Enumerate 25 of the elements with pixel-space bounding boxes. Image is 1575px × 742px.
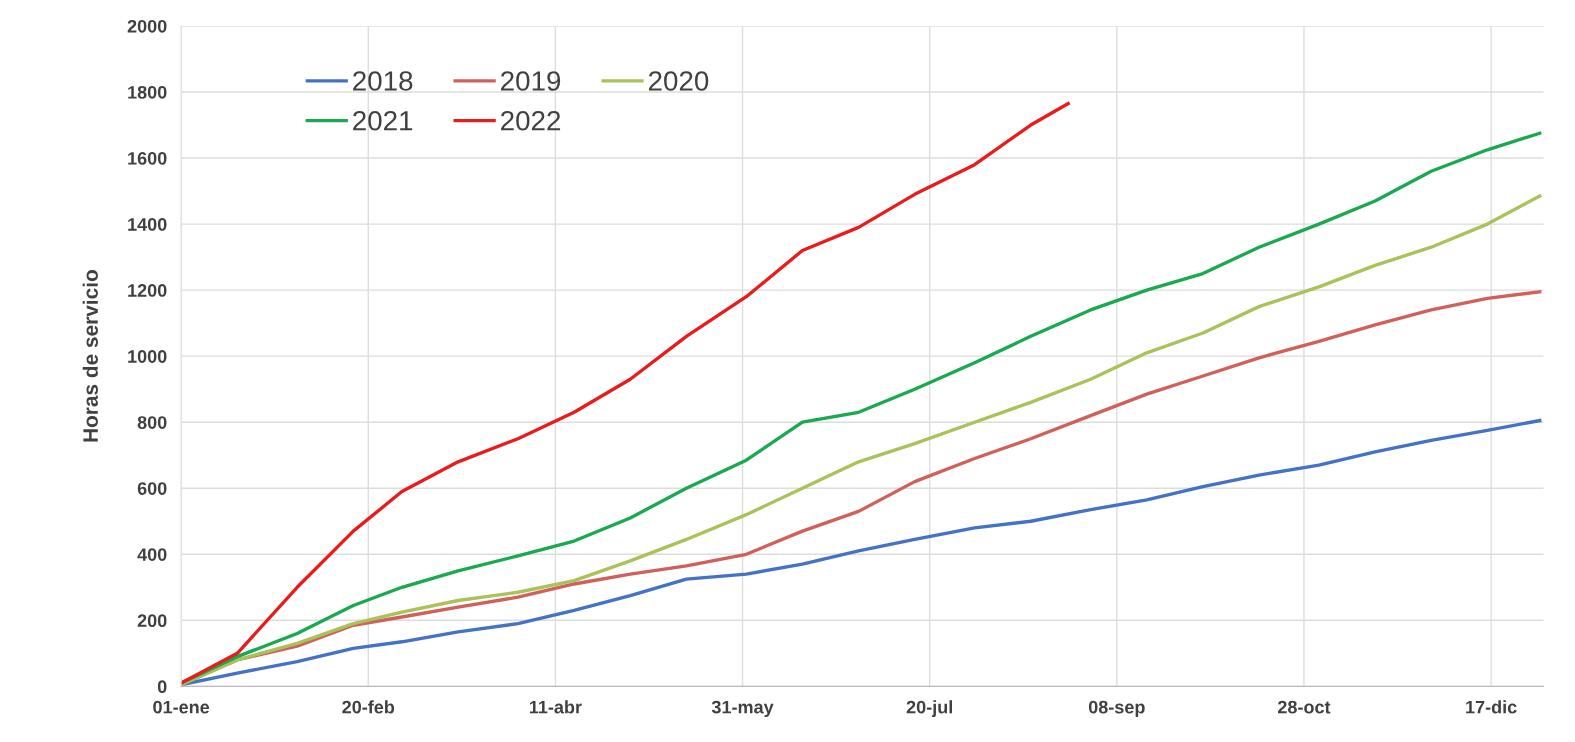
legend-label: 2019 bbox=[501, 71, 561, 91]
y-axis-title: Horas de servicio bbox=[82, 270, 98, 442]
y-tick-label: 1000 bbox=[128, 350, 167, 363]
legend-label: 2022 bbox=[501, 110, 561, 131]
legend-label: 2021 bbox=[353, 110, 413, 131]
y-tick-label: 2000 bbox=[127, 19, 167, 33]
y-tick-label: 600 bbox=[137, 482, 167, 495]
x-tick-label: 11-abr bbox=[529, 700, 582, 714]
y-tick-label: 200 bbox=[137, 614, 167, 628]
x-tick-label: 20-feb bbox=[342, 700, 395, 714]
legend-label: 2018 bbox=[353, 71, 413, 91]
y-tick-label: 0 bbox=[157, 680, 167, 694]
x-tick-label: 01-ene bbox=[153, 700, 210, 714]
y-tick-label: 1800 bbox=[128, 85, 167, 99]
x-tick-label: 20-jul bbox=[906, 700, 952, 718]
x-tick-label: 31-may bbox=[711, 700, 774, 718]
y-tick-label: 1200 bbox=[128, 284, 167, 297]
y-tick-label: 800 bbox=[137, 416, 167, 429]
y-tick-label: 400 bbox=[137, 548, 167, 561]
y-tick-label: 1600 bbox=[128, 151, 167, 165]
y-tick-label: 1400 bbox=[128, 218, 167, 231]
legend-label: 2020 bbox=[648, 71, 709, 91]
x-tick-label: 08-sep bbox=[1088, 700, 1145, 718]
x-tick-label: 28-oct bbox=[1278, 700, 1331, 714]
x-tick-label: 17-dic bbox=[1466, 700, 1517, 714]
